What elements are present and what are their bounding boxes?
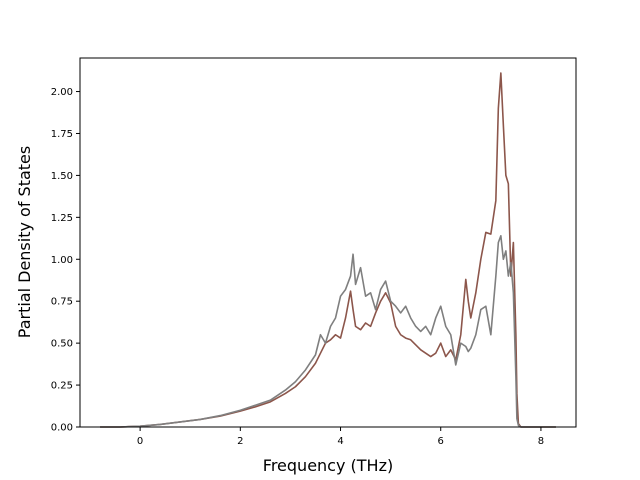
series-layer [100, 72, 556, 428]
y-tick-label: 0.75 [51, 297, 73, 308]
y-tick-label: 1.00 [51, 255, 73, 266]
y-tick-label: 1.25 [51, 213, 73, 224]
plot-frame [79, 57, 577, 428]
y-tick-label: 1.50 [51, 171, 73, 182]
y-tick-label: 0.50 [51, 339, 73, 350]
series-line-0 [100, 72, 556, 428]
x-tick-label: 8 [538, 436, 544, 447]
x-tick-label: 6 [438, 436, 444, 447]
plot-area [80, 58, 576, 427]
x-tick-label: 0 [137, 436, 143, 447]
y-tick-label: 2.00 [51, 87, 73, 98]
y-axis-title: Partial Density of States [15, 146, 34, 338]
y-tick-label: 0.00 [51, 423, 73, 434]
x-axis-title: Frequency (THz) [263, 456, 393, 475]
y-tick-label: 1.75 [51, 129, 73, 140]
y-tick-label: 0.25 [51, 381, 73, 392]
x-tick-label: 2 [237, 436, 243, 447]
series-line-1 [100, 234, 556, 428]
tick-layer: 0 2 4 6 8 0.00 0.25 0.50 0.75 1.00 1.25 1.50 1.75 2.0… [51, 87, 544, 447]
x-tick-label: 4 [337, 436, 343, 447]
